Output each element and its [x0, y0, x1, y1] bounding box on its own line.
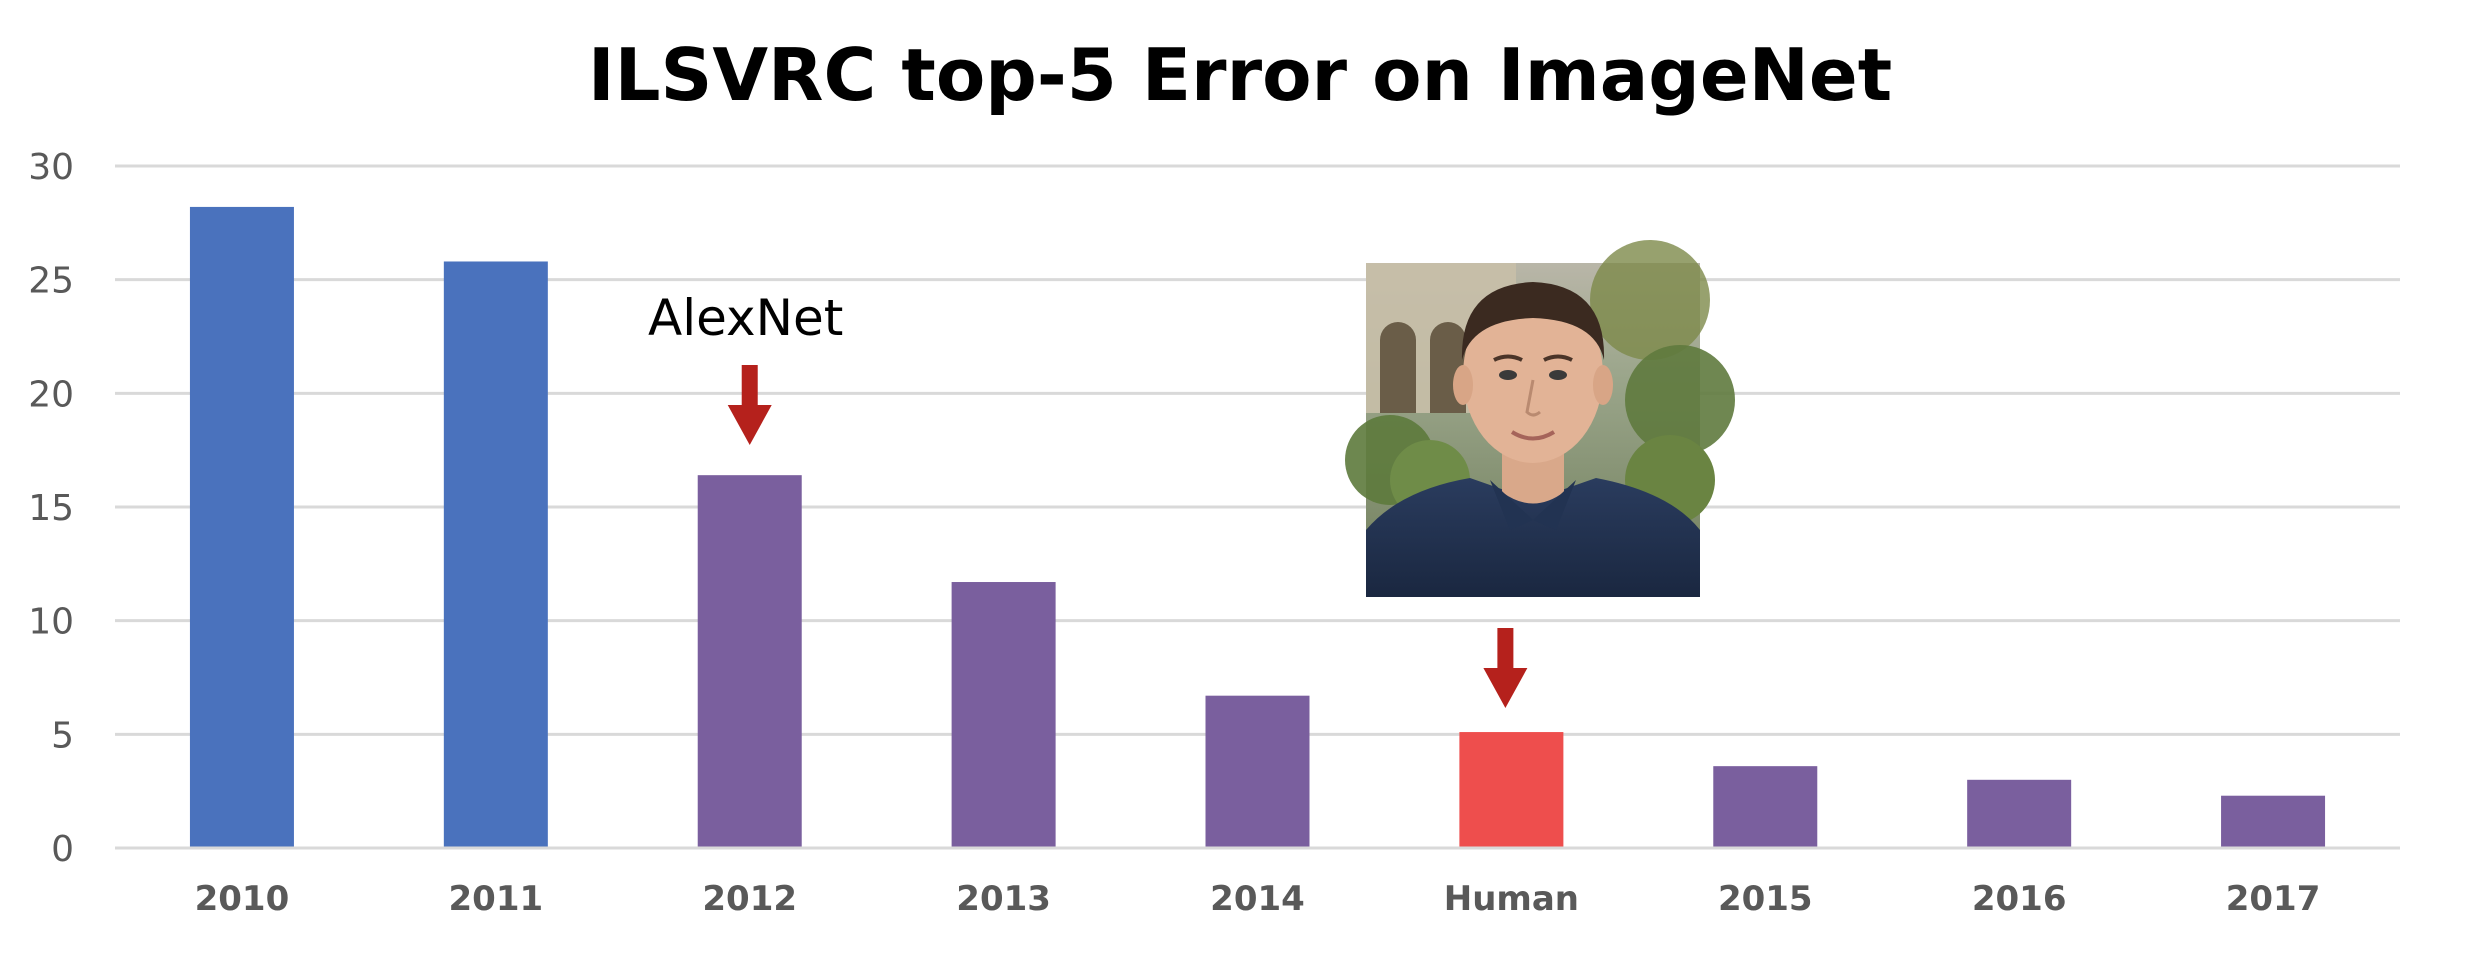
x-tick-label: 2011: [449, 879, 544, 919]
chart-title: ILSVRC top-5 Error on ImageNet: [588, 33, 1892, 117]
portrait-photo: [1345, 240, 1735, 597]
x-tick-label: Human: [1444, 879, 1579, 919]
bars: [189, 206, 2326, 849]
x-tick-label: 2014: [1210, 879, 1305, 919]
bar-2013: [951, 582, 1056, 848]
bar-2017: [2221, 795, 2326, 848]
bar-2012: [697, 475, 802, 848]
down-arrow-icon: [727, 365, 772, 445]
bar-2010: [189, 206, 294, 849]
y-axis-ticks: 0 5 10 15 20 25 30: [28, 147, 74, 870]
y-tick-label: 0: [51, 829, 74, 870]
bar-human: [1459, 732, 1564, 848]
x-tick-label: 2010: [195, 879, 290, 919]
x-tick-label: 2017: [2226, 879, 2321, 919]
x-tick-label: 2015: [1718, 879, 1813, 919]
y-tick-label: 30: [28, 147, 74, 188]
y-tick-label: 5: [51, 715, 74, 756]
x-tick-label: 2012: [702, 879, 797, 919]
bar-2014: [1205, 695, 1310, 848]
bar-2015: [1713, 766, 1818, 848]
arrow-shape: [1483, 628, 1528, 708]
down-arrow-icon: [1483, 628, 1528, 708]
x-axis-ticks: 2010 2011 2012 2013 2014 Human 2015 2016 2017: [195, 879, 2321, 919]
alexnet-label: AlexNet: [648, 289, 843, 347]
human-annotation: [1345, 240, 1735, 708]
x-tick-label: 2016: [1972, 879, 2067, 919]
y-tick-label: 20: [28, 374, 74, 415]
arrow-shape: [727, 365, 772, 445]
y-tick-label: 10: [28, 602, 74, 643]
alexnet-annotation: AlexNet: [648, 289, 843, 445]
bar-2011: [443, 261, 548, 849]
y-tick-label: 15: [28, 488, 74, 529]
y-tick-label: 25: [28, 261, 74, 302]
bar-2016: [1967, 779, 2072, 848]
x-tick-label: 2013: [956, 879, 1051, 919]
